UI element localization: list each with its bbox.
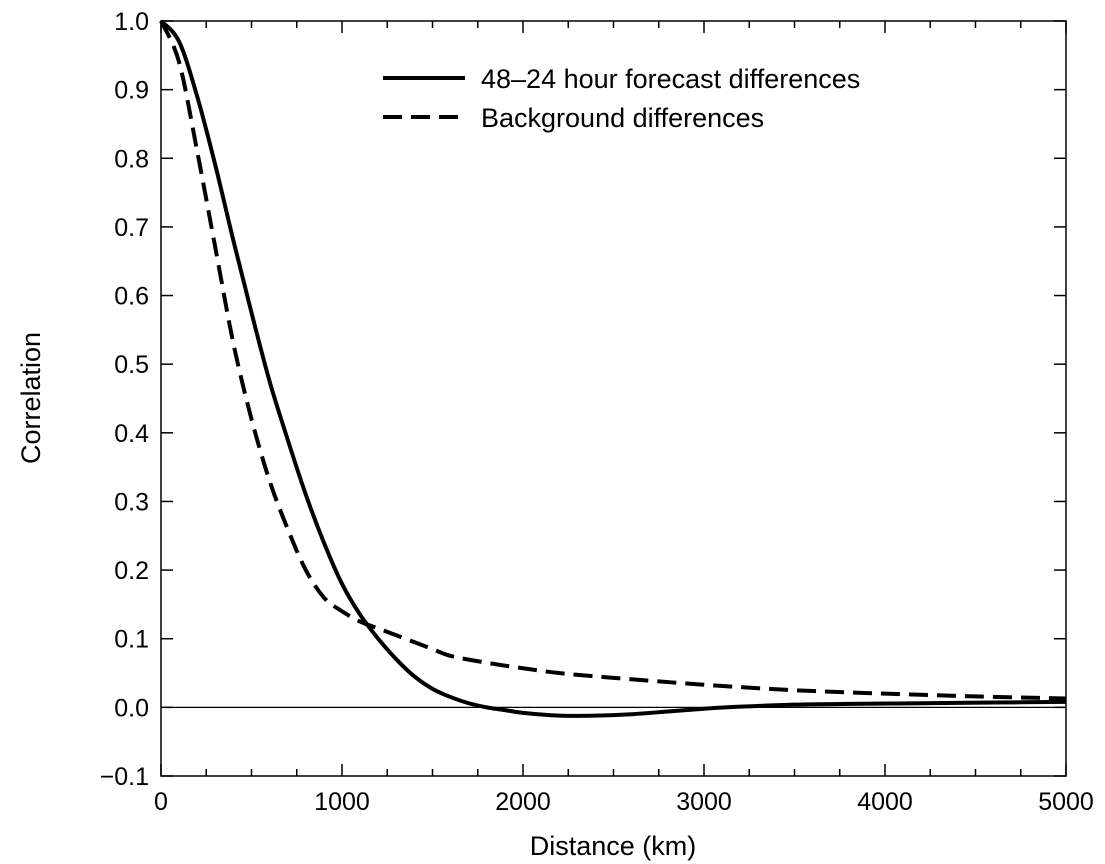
y-tick-label: 0.3 <box>114 488 149 516</box>
y-tick-label: 0.2 <box>114 557 149 585</box>
y-tick-label: 0.0 <box>114 694 149 722</box>
x-axis-title: Distance (km) <box>530 831 697 861</box>
series-line-forecast <box>159 19 1067 718</box>
y-tick-label: 0.1 <box>114 626 149 654</box>
x-tick-label: 5000 <box>1038 788 1094 816</box>
legend-label-forecast: 48–24 hour forecast differences <box>481 64 860 94</box>
x-tick-label: 1000 <box>314 788 370 816</box>
y-tick-label: 1.0 <box>114 8 149 36</box>
x-tick-label: 4000 <box>857 788 913 816</box>
y-tick-label: 0.7 <box>114 214 149 242</box>
y-tick-label: 0.4 <box>114 420 149 448</box>
x-tick-label: 3000 <box>676 788 732 816</box>
y-tick-label: −0.1 <box>100 763 149 791</box>
y-tick-label: 0.5 <box>114 351 149 379</box>
plot-frame <box>160 20 1067 777</box>
legend-label-background: Background differences <box>481 103 764 133</box>
legend: 48–24 hour forecast differences Backgrou… <box>383 64 860 133</box>
x-tick-label: 2000 <box>495 788 551 816</box>
x-tick-label: 0 <box>154 788 168 816</box>
y-tick-label: 0.8 <box>114 145 149 173</box>
series-layer <box>159 19 1067 718</box>
y-tick-label: 0.9 <box>114 77 149 105</box>
x-axis-ticks: 0 1000 2000 3000 4000 5000 <box>154 21 1094 816</box>
y-axis-ticks: −0.1 0.0 0.1 0.2 0.3 0.4 0.5 0.6 0.7 0.8 0.9 1.0 <box>100 8 1066 791</box>
y-tick-label: 0.6 <box>114 283 149 311</box>
y-axis-title: Correlation <box>16 332 46 464</box>
series-line-background <box>159 20 1067 701</box>
